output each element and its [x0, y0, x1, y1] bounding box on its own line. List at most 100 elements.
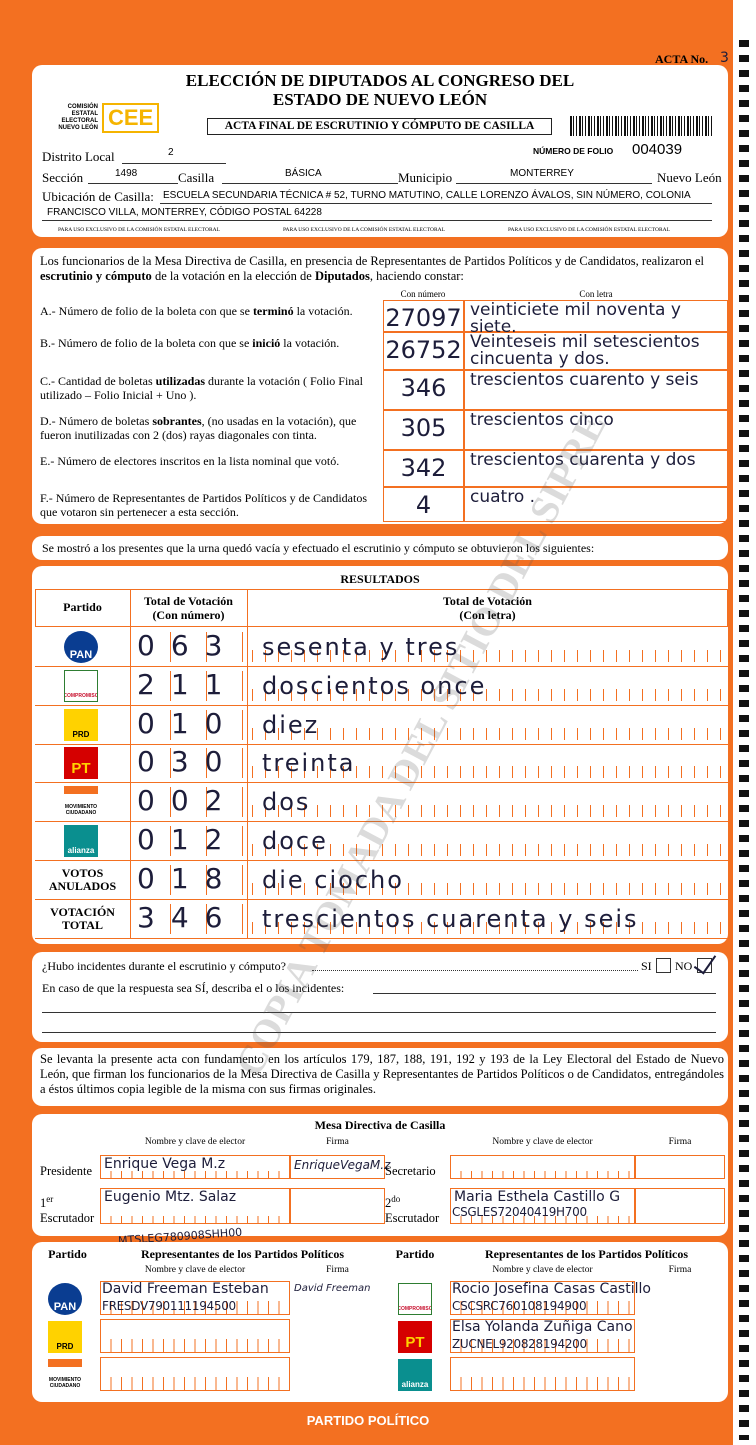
cell-box: [697, 958, 712, 973]
name-header: Nombre y clave de elector: [144, 1265, 246, 1275]
seccion-label: Sección: [42, 170, 84, 185]
role-text: Escrutador: [40, 1211, 95, 1226]
barcode-bar: [585, 116, 586, 136]
text-segment: inició: [252, 336, 281, 350]
rule: [247, 589, 248, 939]
rule: [35, 898, 728, 900]
estado: Nuevo León: [657, 170, 722, 185]
role-text: Escrutador: [385, 1211, 440, 1226]
row-letter: die ciocho: [262, 865, 404, 894]
seccion: 1498: [115, 168, 138, 179]
name-header: Nombre y clave de elector: [144, 1137, 246, 1147]
role: Secretario: [385, 1164, 436, 1179]
rule: [88, 183, 178, 184]
text-segment: A.- Número de folio de la boleta con que…: [40, 304, 253, 318]
cell-box: [383, 300, 464, 332]
barcode-bar: [606, 116, 608, 136]
digit-boxes: [135, 670, 243, 701]
yes-label: SI: [641, 959, 652, 973]
barcode-bar: [654, 116, 655, 136]
name-ticks: [100, 1377, 290, 1391]
party-header: Partido: [395, 1247, 435, 1261]
barcode-bar: [684, 116, 685, 136]
rule: [42, 1032, 716, 1033]
barcode-bar: [621, 116, 622, 136]
rep-name: David Freeman Esteban: [102, 1281, 269, 1297]
letter-ticks: [252, 688, 724, 701]
item-number: 26752: [385, 336, 462, 364]
digit-boxes: [135, 709, 243, 740]
cell-box: [35, 589, 728, 627]
rule: [35, 821, 728, 823]
barcode-bar: [615, 116, 617, 136]
number-header: Con número: [400, 289, 446, 299]
item-label: C.- Cantidad de boletas utilizadas duran…: [40, 374, 380, 402]
name-ticks: [100, 1171, 290, 1179]
text-segment: terminó: [252, 304, 294, 318]
rule: [35, 666, 728, 667]
party-logo: COMPROMISO: [64, 669, 98, 702]
party-header: Partido: [48, 1247, 87, 1261]
row-number: 030: [137, 745, 239, 779]
footer: PARTIDO POLÍTICO: [306, 1413, 430, 1428]
role-text: 1: [40, 1196, 47, 1211]
folio-label: NÚMERO DE FOLIO: [533, 146, 614, 156]
row-letter: trescientos cuarenta y seis: [262, 904, 639, 933]
barcode-bar: [600, 116, 601, 136]
rep-signature: David Freeman: [294, 1283, 371, 1294]
text-segment: E.- Número de electores inscritos en la …: [40, 454, 340, 468]
text-segment: D.- Número de boletas: [40, 414, 153, 428]
digit-boxes: [135, 632, 243, 662]
incidents-describe: En caso de que la respuesta sea SÍ, desc…: [42, 981, 345, 995]
rule: [35, 704, 728, 706]
barcode-bar: [582, 116, 583, 136]
party-logo: PAN: [48, 1283, 82, 1315]
barcode-bar: [693, 116, 694, 136]
row-number: 346: [137, 900, 239, 934]
party-logo: PT: [398, 1321, 432, 1353]
dots: [312, 970, 638, 971]
signature-header: Firma: [326, 1265, 349, 1275]
barcode-bar: [678, 116, 680, 136]
barcode-bar: [624, 116, 626, 136]
official-signature: EnriqueVegaM.z: [294, 1158, 391, 1172]
row-letter: diez: [262, 710, 320, 739]
notice: PARA USO EXCLUSIVO DE LA COMISIÓN ESTATA…: [283, 227, 445, 233]
party-logo: PRD: [48, 1321, 82, 1353]
rule: [42, 1012, 716, 1013]
barcode-bar: [597, 116, 599, 136]
role: Presidente: [40, 1164, 92, 1179]
signature-header: Firma: [668, 1137, 692, 1147]
text-segment: C.- Cantidad de boletas: [40, 374, 156, 388]
row-number: 010: [137, 706, 239, 740]
edge-strip: [733, 0, 756, 1445]
rule: [456, 183, 652, 184]
text-segment: durante la votación ( Folio Final utiliz…: [40, 374, 363, 402]
letter-header: (Con letra): [459, 608, 516, 622]
barcode-bar: [696, 116, 698, 136]
header-panel: [32, 65, 728, 237]
cell-box: [464, 370, 728, 410]
digit-boxes: [135, 826, 243, 856]
results-title: RESULTADOS: [340, 572, 420, 586]
item-letter: trescientos cinco: [470, 410, 614, 430]
text-segment: la votación.: [293, 304, 353, 318]
rule: [35, 782, 728, 784]
text-segment: Los funcionarios de la Mesa Directiva de…: [40, 254, 705, 268]
name-header: Nombre y clave de elector: [492, 1137, 593, 1147]
text-segment: escrutinio y cómputo: [40, 269, 152, 283]
acta-label: ACTA No.: [655, 52, 709, 66]
barcode-bar: [570, 116, 572, 136]
barcode-bar: [603, 116, 604, 136]
barcode-bar: [579, 116, 581, 136]
row-letter: doscientos once: [262, 671, 487, 700]
barcode-bar: [618, 116, 619, 136]
letter-header: Total de Votación: [443, 594, 532, 608]
text-segment: B.- Número de folio de la boleta con que…: [40, 336, 253, 350]
barcode-bar: [666, 116, 667, 136]
logo-caption: ELECTORAL: [61, 118, 98, 124]
item-number: 305: [400, 414, 447, 442]
text-segment: , haciendo constar:: [369, 269, 464, 283]
official-clave: CSGLES72040419H700: [452, 1205, 587, 1219]
